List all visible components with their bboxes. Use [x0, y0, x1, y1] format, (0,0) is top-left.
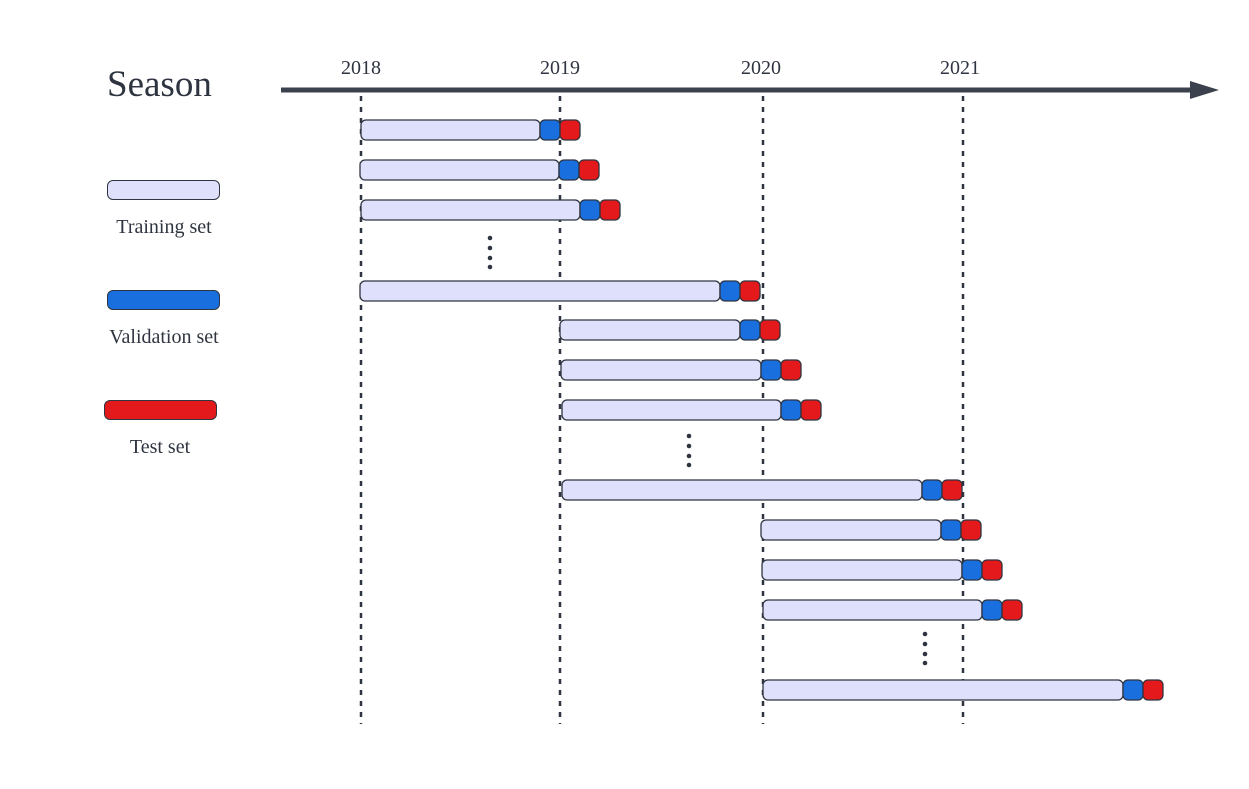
legend-swatch-test: [104, 400, 217, 420]
season-title: Season: [107, 64, 212, 105]
ellipsis-dot-2019-0: [686, 433, 692, 439]
year-label-2020: 2020: [741, 57, 781, 79]
ellipsis-dot-2019-3: [686, 462, 692, 468]
test-block-group-2019-last-split: [941, 479, 963, 501]
test-block-group-2018-second-split: [578, 159, 600, 181]
ellipsis-dot-2018-1: [487, 245, 493, 251]
validation-block-group-2020-third-split: [981, 599, 1003, 621]
test-block-group-2018-first-split: [559, 119, 581, 141]
validation-block-group-2019-last-split: [921, 479, 943, 501]
test-block-group-2020-third-split: [1001, 599, 1023, 621]
year-label-2018: 2018: [341, 57, 381, 79]
validation-block-group-2020-second-split: [961, 559, 983, 581]
test-block-group-2020-first-split: [960, 519, 982, 541]
training-bar-group-2018-first-split: [360, 119, 541, 141]
validation-block-group-2018-first-split: [539, 119, 561, 141]
validation-block-group-2019-second-split: [760, 359, 782, 381]
training-bar-group-2018-third-split: [360, 199, 581, 221]
year-label-2019: 2019: [540, 57, 580, 79]
training-bar-group-2020-first-split: [760, 519, 942, 541]
ellipsis-dot-2019-1: [686, 443, 692, 449]
ellipsis-dot-2020-3: [922, 660, 928, 666]
training-bar-group-2020-third-split: [762, 599, 983, 621]
training-bar-group-2020-last-split: [762, 679, 1124, 701]
ellipsis-dot-2018-2: [487, 255, 493, 261]
ellipsis-dot-2019-2: [686, 453, 692, 459]
ellipsis-dot-2020-2: [922, 651, 928, 657]
training-bar-group-2019-first-split: [559, 319, 741, 341]
training-bar-group-2019-last-split: [561, 479, 923, 501]
legend-swatch-validation: [107, 290, 220, 310]
test-block-group-2018-last-split: [739, 280, 761, 302]
training-bar-group-2020-second-split: [761, 559, 963, 581]
test-block-group-2019-second-split: [780, 359, 802, 381]
test-block-group-2019-third-split: [800, 399, 822, 421]
legend-label-training: Training set: [116, 216, 212, 238]
training-bar-group-2019-third-split: [561, 399, 782, 421]
ellipsis-dot-2020-1: [922, 641, 928, 647]
test-block-group-2020-last-split: [1142, 679, 1164, 701]
legend-swatch-training: [107, 180, 220, 200]
legend-label-test: Test set: [129, 436, 191, 458]
time-axis-arrowhead: [1190, 81, 1219, 99]
year-label-2021: 2021: [940, 57, 980, 79]
test-block-group-2018-third-split: [599, 199, 621, 221]
validation-block-group-2020-last-split: [1122, 679, 1144, 701]
training-bar-group-2018-second-split: [359, 159, 560, 181]
ellipsis-dot-2018-3: [487, 264, 493, 270]
training-bar-group-2018-last-split: [359, 280, 721, 302]
ellipsis-dot-2020-0: [922, 631, 928, 637]
validation-block-group-2019-third-split: [780, 399, 802, 421]
validation-block-group-2019-first-split: [739, 319, 761, 341]
validation-block-group-2018-last-split: [719, 280, 741, 302]
training-bar-group-2019-second-split: [560, 359, 762, 381]
validation-block-group-2018-second-split: [558, 159, 580, 181]
ellipsis-dot-2018-0: [487, 235, 493, 241]
test-block-group-2020-second-split: [981, 559, 1003, 581]
legend-label-validation: Validation set: [109, 326, 219, 348]
validation-block-group-2020-first-split: [940, 519, 962, 541]
validation-block-group-2018-third-split: [579, 199, 601, 221]
test-block-group-2019-first-split: [759, 319, 781, 341]
